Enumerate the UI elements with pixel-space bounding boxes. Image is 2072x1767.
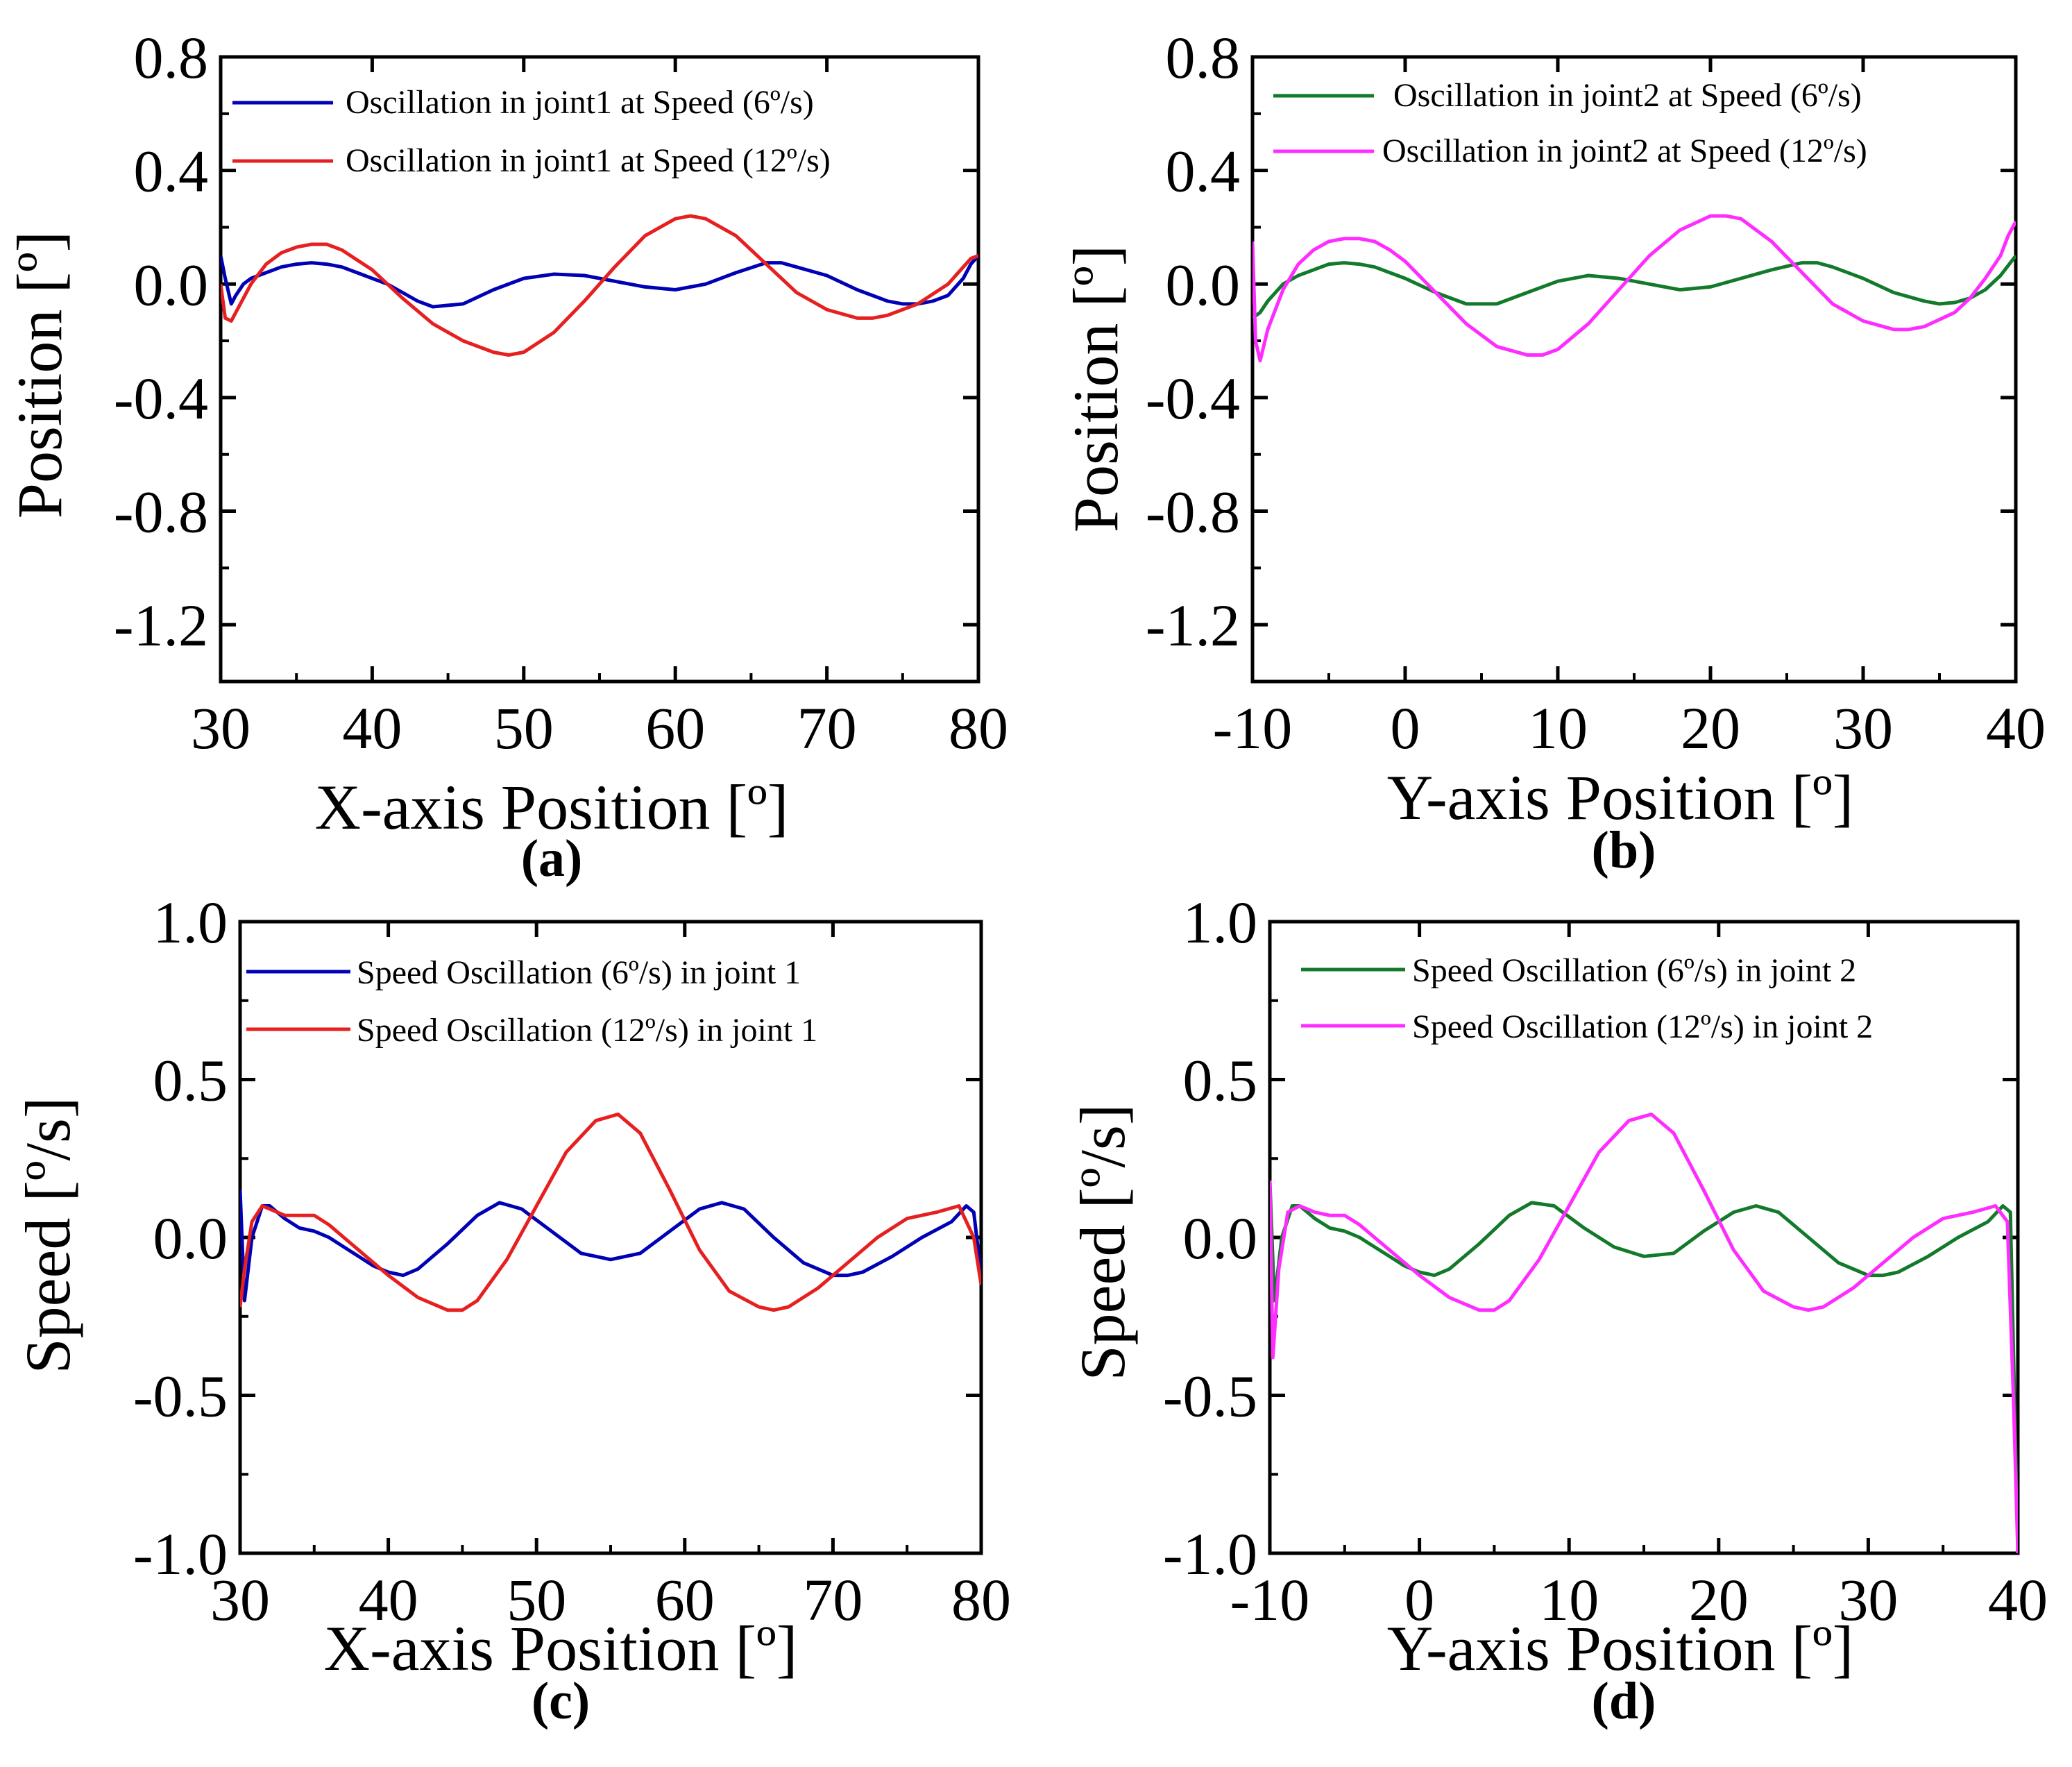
panel-a-plot-area: 30 40 50 60 70 80 0.8 0.4 0.0 -0.4 -0.8 -1.2 (114, 24, 1008, 761)
panel-c-y-tick-label-neg0.5: -0.5 (133, 1363, 228, 1430)
panel-b-y-tick-label-neg0.8: -0.8 (1146, 479, 1240, 546)
legend-label-series-2: Speed Oscillation (12º/s) in joint 2 (1412, 1008, 1873, 1045)
panel-b-plot-area: -10 0 10 20 30 40 0.8 0.4 0.0 -0.4 -0.8 -1.2 (1146, 24, 2046, 761)
panel-c-series-1-line (240, 1190, 981, 1303)
panel-a-y-tick-label-neg1.2: -1.2 (114, 592, 208, 659)
panel-d-plot-area: -10 0 10 20 30 40 1.0 0.5 0.0 -0.5 -1.0 (1163, 889, 2048, 1633)
panel-c-y-tick-label-1: 1.0 (153, 889, 228, 956)
panel-d-x-tick-label-0: 0 (1404, 1566, 1434, 1633)
panel-d-x-axis-title: Y-axis Position [º] (1387, 1613, 1854, 1684)
panel-a-y-tick-label-0.4: 0.4 (134, 138, 209, 205)
legend-label-series-1: Speed Oscillation (6º/s) in joint 1 (357, 954, 801, 991)
panel-b-y-tick-label-0.8: 0.8 (1166, 24, 1241, 91)
panel-b-label: (b) (1592, 821, 1656, 879)
panel-d-series-1-line (1270, 1181, 2018, 1553)
panel-a-y-tick-label-0.8: 0.8 (134, 24, 209, 91)
panel-a-x-tick-label-40: 40 (342, 695, 402, 761)
panel-a-x-tick-label-80: 80 (949, 695, 1008, 761)
panel-b-x-tick-label-0: 0 (1391, 695, 1420, 761)
panel-c: 30 40 50 60 70 80 1.0 0.5 0.0 -0.5 -1.0 Speed Osci… (12, 889, 1011, 1730)
panel-d-x-tick-label-30: 30 (1838, 1566, 1898, 1633)
legend-label-series-2: Speed Oscillation (12º/s) in joint 1 (357, 1012, 817, 1049)
panel-c-x-tick-label-50: 50 (507, 1566, 566, 1633)
panel-c-y-tick-label-0.5: 0.5 (153, 1047, 228, 1114)
panel-b-y-tick-label-neg0.4: -0.4 (1146, 365, 1240, 432)
panel-c-series-2-line (240, 1113, 981, 1312)
panel-b-y-tick-label-0: 0.0 (1166, 251, 1241, 318)
panel-b-x-tick-label-neg10: -10 (1213, 695, 1293, 761)
panel-d: -10 0 10 20 30 40 1.0 0.5 0.0 -0.5 -1.0 Speed Osci… (1067, 889, 2048, 1730)
panel-b-series-1-line (1252, 254, 2016, 320)
panel-a-x-axis-title: X-axis Position [º] (315, 772, 789, 843)
panel-c-plot-area: 30 40 50 60 70 80 1.0 0.5 0.0 -0.5 -1.0 (133, 889, 1011, 1633)
panel-d-x-tick-label-20: 20 (1689, 1566, 1749, 1633)
panel-c-x-axis-title: X-axis Position [º] (324, 1613, 798, 1684)
panel-d-y-tick-label-neg0.5: -0.5 (1163, 1363, 1257, 1430)
panel-a-y-tick-label-neg0.4: -0.4 (114, 365, 208, 432)
panel-d-legend: Speed Oscillation (6º/s) in joint 2 Spee… (1301, 952, 1873, 1045)
panel-a-label: (a) (521, 829, 583, 888)
panel-b-x-tick-label-40: 40 (1986, 695, 2046, 761)
panel-c-y-tick-label-0: 0.0 (153, 1205, 228, 1271)
panel-d-label: (d) (1592, 1672, 1656, 1730)
panel-b-x-tick-label-30: 30 (1833, 695, 1893, 761)
panel-d-y-tick-label-0.5: 0.5 (1183, 1047, 1258, 1114)
panel-c-x-tick-label-60: 60 (655, 1566, 715, 1633)
panel-a-x-tick-label-60: 60 (645, 695, 705, 761)
panel-b-legend: Oscillation in joint2 at Speed (6º/s) Os… (1273, 77, 1867, 169)
panel-d-y-axis-title: Speed [º/s] (1067, 1104, 1138, 1381)
panel-a-y-axis-title: Position [º] (4, 231, 75, 518)
panel-a-x-tick-label-30: 30 (191, 695, 250, 761)
panel-b-y-tick-label-0.4: 0.4 (1166, 138, 1241, 205)
panel-b-x-axis-title: Y-axis Position [º] (1387, 762, 1854, 833)
panel-b-x-tick-label-10: 10 (1528, 695, 1588, 761)
legend-label-series-2: Oscillation in joint2 at Speed (12º/s) (1382, 133, 1867, 169)
panel-d-x-tick-label-10: 10 (1539, 1566, 1599, 1633)
panel-d-x-tick-label-40: 40 (1988, 1566, 2048, 1633)
panel-c-label: (c) (532, 1672, 590, 1730)
panel-a-x-tick-label-70: 70 (797, 695, 857, 761)
panel-b: -10 0 10 20 30 40 0.8 0.4 0.0 -0.4 -0.8 -1.2 Oscill… (1060, 24, 2046, 879)
panel-c-x-tick-label-30: 30 (210, 1566, 270, 1633)
panel-d-y-tick-label-1: 1.0 (1183, 889, 1258, 956)
panel-b-x-tick-label-20: 20 (1681, 695, 1740, 761)
panel-c-x-tick-label-80: 80 (951, 1566, 1011, 1633)
panel-d-y-tick-label-0: 0.0 (1183, 1205, 1258, 1271)
panel-c-y-tick-label-neg1: -1.0 (133, 1521, 228, 1587)
panel-a-y-tick-label-0: 0.0 (134, 251, 209, 318)
panel-b-series-2-line (1252, 214, 2016, 363)
panel-a: 30 40 50 60 70 80 0.8 0.4 0.0 -0.4 -0.8 -1.2 Oscill… (4, 24, 1008, 888)
panel-d-y-tick-label-neg1: -1.0 (1163, 1521, 1257, 1587)
panel-c-y-axis-title: Speed [º/s] (12, 1097, 83, 1374)
panel-a-x-tick-label-50: 50 (494, 695, 554, 761)
panel-d-x-tick-label-neg10: -10 (1230, 1566, 1310, 1633)
panel-c-legend: Speed Oscillation (6º/s) in joint 1 Spee… (246, 954, 817, 1049)
panel-a-y-tick-label-neg0.8: -0.8 (114, 479, 208, 546)
legend-label-series-1: Speed Oscillation (6º/s) in joint 2 (1412, 952, 1856, 989)
panel-c-x-tick-label-70: 70 (803, 1566, 863, 1633)
panel-c-x-tick-label-40: 40 (359, 1566, 418, 1633)
panel-b-y-axis-title: Position [º] (1060, 245, 1131, 532)
panel-d-series-2-line (1270, 1113, 2018, 1553)
panel-a-legend: Oscillation in joint1 at Speed (6º/s) Os… (232, 84, 831, 179)
panel-a-series-1-line (221, 254, 978, 309)
legend-label-series-2: Oscillation in joint1 at Speed (12º/s) (346, 142, 831, 179)
panel-b-y-tick-label-neg1.2: -1.2 (1146, 592, 1240, 659)
panel-a-series-2-line (221, 214, 978, 357)
legend-label-series-1: Oscillation in joint2 at Speed (6º/s) (1393, 77, 1862, 114)
legend-label-series-1: Oscillation in joint1 at Speed (6º/s) (346, 84, 814, 121)
